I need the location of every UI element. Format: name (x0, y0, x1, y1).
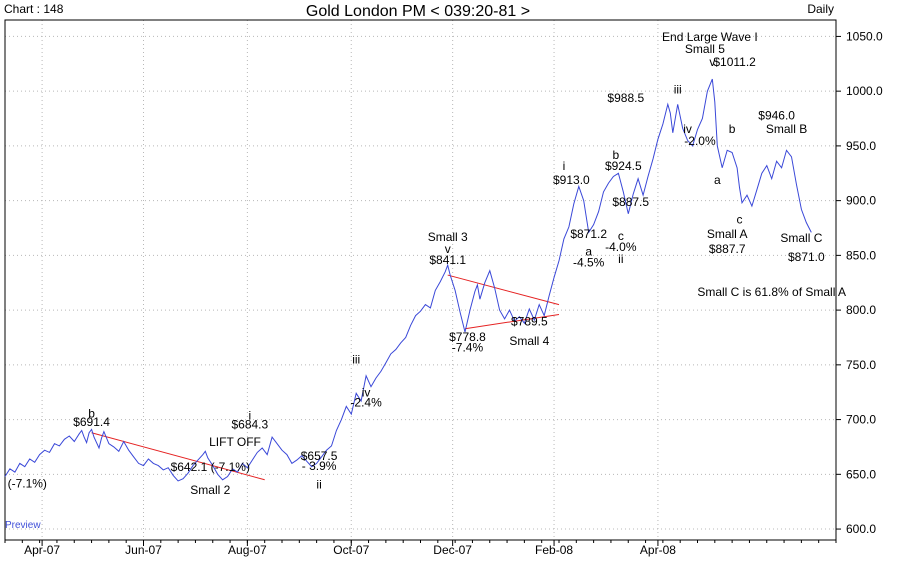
y-tick-label: 800.0 (846, 303, 876, 317)
x-tick-label: Oct-07 (333, 543, 369, 557)
annotation-label: $887.7 (709, 242, 746, 256)
annotation-label: i (563, 159, 566, 173)
chart-id-label: Chart : 148 (4, 2, 64, 16)
plot-frame (4, 19, 837, 541)
annotation-label: ii (316, 478, 321, 492)
annotation-label: Small 4 (509, 334, 549, 348)
x-tick-label: Feb-08 (535, 543, 573, 557)
trendline (91, 432, 265, 481)
annotation-label: v (445, 242, 451, 256)
annotation-label: $691.4 (73, 415, 110, 429)
annotation-label: End Large Wave I (662, 30, 758, 44)
y-tick-label: 750.0 (846, 358, 876, 372)
annotation-label: Small 3 (428, 230, 468, 244)
annotation-label: iii (674, 82, 682, 96)
annotation-label: $946.0 (758, 109, 795, 123)
annotation-label: b (613, 148, 620, 162)
annotation-label: iv (683, 122, 692, 136)
trendline (464, 313, 560, 330)
annotation-label: Small 2 (190, 483, 230, 497)
annotation-label: Small C (780, 231, 822, 245)
annotation-label: $871.0 (788, 250, 825, 264)
annotation-label: (-7.1%) (8, 476, 47, 490)
annotation-label: $913.0 (553, 173, 590, 187)
y-tick-label: 700.0 (846, 413, 876, 427)
annotation-label: $657.5 (301, 449, 338, 463)
annotation-label: a (585, 244, 592, 258)
annotation-label: b (729, 122, 736, 136)
x-tick-label: Apr-08 (640, 543, 676, 557)
annotation-label: -2.4% (350, 395, 382, 409)
chart-title: Gold London PM < 039:20-81 > (305, 3, 531, 20)
annotation-label: iii (352, 353, 360, 367)
trendline (447, 274, 560, 306)
y-tick-label: 650.0 (846, 467, 876, 481)
frequency-label: Daily (807, 2, 834, 16)
annotation-label: LIFT OFF (209, 435, 261, 449)
annotation-label: $1011.2 (713, 55, 756, 69)
y-tick-label: 850.0 (846, 248, 876, 262)
annotation-label: - 3.9% (302, 459, 337, 473)
annotation-label: $642.1 (-7.1%) (171, 460, 250, 474)
x-tick-label: Apr-07 (24, 543, 60, 557)
price-series-line (4, 78, 812, 482)
annotation-label: -4.5% (573, 255, 605, 269)
annotation-label: -4.0% (605, 240, 637, 254)
y-tick-label: 900.0 (846, 194, 876, 208)
annotation-label: Small C is 61.8% of Small A (697, 285, 846, 299)
x-axis: Apr-07 Jun-07 Aug-07 Oct-07 Dec-07 Feb-08 Apr-… (4, 540, 837, 557)
annotation-label: $871.2 (570, 227, 607, 241)
annotation-label: a (714, 173, 721, 187)
y-tick-label: 1000.0 (846, 84, 883, 98)
x-tick-label: Jun-07 (125, 543, 162, 557)
y-tick-label: 1050.0 (846, 29, 883, 43)
annotation-label: c (618, 229, 624, 243)
y-tick-label: 950.0 (846, 139, 876, 153)
x-tick-label: Dec-07 (433, 543, 472, 557)
annotation-label: $924.5 (605, 159, 642, 173)
annotation-label: b (88, 406, 95, 420)
annotation-label: $841.1 (429, 253, 466, 267)
annotation-label: -2.0% (684, 134, 716, 148)
annotation-label: v (709, 55, 715, 69)
annotation-label: c (737, 213, 743, 227)
annotation-label: ii (618, 252, 623, 266)
annotation-label: $778.8 (449, 330, 486, 344)
annotation-label: $684.3 (231, 417, 268, 431)
preview-label: Preview (5, 520, 41, 531)
annotation-label: $789.5 (511, 314, 548, 328)
annotation-label: Small 5 (685, 42, 725, 56)
annotation-label: Small A (707, 227, 748, 241)
y-axis: 600.0 650.0 700.0 750.0 800.0 850.0 900.0 950.0… (836, 29, 883, 536)
x-tick-label: Aug-07 (228, 543, 267, 557)
annotation-label: i (249, 409, 252, 423)
annotation-label: Small B (766, 122, 807, 136)
annotation-label: iv (362, 386, 371, 400)
grid-lines (5, 20, 836, 540)
annotation-label: -7.4% (452, 341, 484, 355)
annotation-label: $988.5 (607, 91, 644, 105)
annotation-label: $887.5 (612, 195, 649, 209)
trendlines (91, 274, 560, 481)
y-tick-label: 600.0 (846, 522, 876, 536)
